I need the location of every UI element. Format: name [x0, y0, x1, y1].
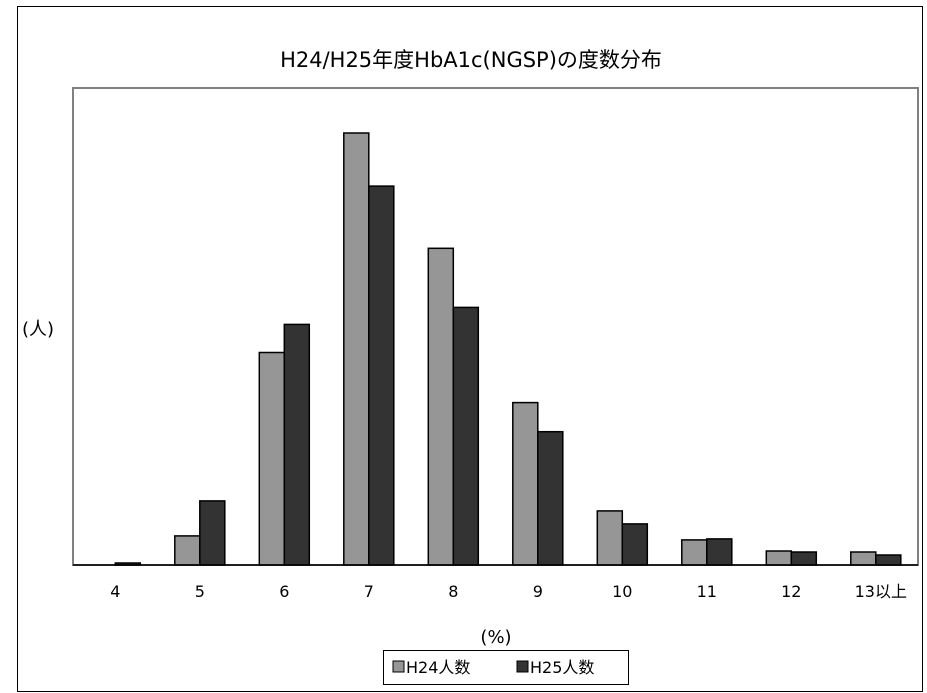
bar-h25-2	[199, 500, 226, 566]
bar-h24-10	[850, 551, 877, 566]
bar-h24-4	[343, 132, 370, 566]
plot-area	[72, 87, 919, 566]
x-tick-label: 12	[781, 582, 801, 601]
legend-swatch-h24	[392, 660, 405, 673]
bar-h24-6	[512, 401, 539, 566]
bar-h25-4	[368, 185, 395, 566]
bar-h24-9	[765, 550, 793, 566]
bar-h25-9	[790, 551, 818, 566]
legend: H24人数 H25人数	[383, 650, 629, 685]
x-tick-label: 5	[195, 582, 205, 601]
x-tick-label: 7	[364, 582, 374, 601]
bar-h25-3	[283, 323, 311, 566]
bar-h25-8	[706, 538, 733, 566]
legend-swatch-h25	[516, 660, 529, 673]
bars-group	[114, 132, 902, 566]
x-tick-label: 8	[448, 582, 458, 601]
x-tick-label: 4	[110, 582, 120, 601]
x-tick-label: 10	[612, 582, 632, 601]
x-tick-label: 6	[279, 582, 289, 601]
chart-title: H24/H25年度HbA1c(NGSP)の度数分布	[280, 48, 662, 72]
bar-h25-5	[452, 306, 480, 566]
bar-h24-3	[258, 351, 286, 566]
bar-h24-7	[596, 510, 624, 566]
x-tick-labels: 4 5 6 7 8 9 10 11 12 13以上	[110, 582, 907, 601]
legend-label-h24: H24人数	[406, 658, 470, 677]
x-axis-label: (%)	[480, 627, 511, 648]
bar-h25-7	[621, 523, 649, 566]
x-tick-label: 13以上	[855, 582, 907, 601]
x-tick-label: 9	[533, 582, 543, 601]
legend-box	[383, 650, 629, 685]
y-axis-label: (人)	[22, 319, 54, 340]
bar-h25-6	[537, 430, 564, 566]
bar-h24-8	[681, 539, 708, 566]
x-tick-label: 11	[697, 582, 717, 601]
legend-label-h25: H25人数	[530, 658, 594, 677]
bar-h24-5	[427, 247, 455, 566]
bar-h24-2	[174, 535, 201, 566]
bar-h25-10	[875, 554, 902, 566]
